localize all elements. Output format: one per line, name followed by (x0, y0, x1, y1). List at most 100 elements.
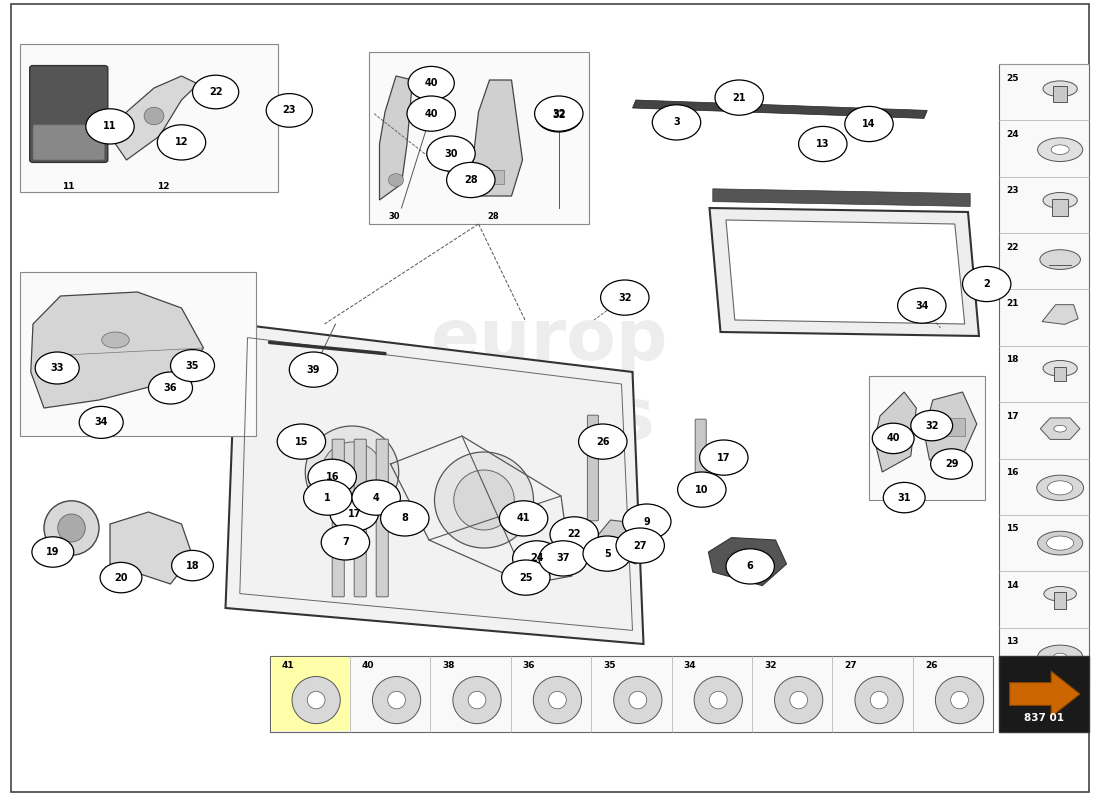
FancyBboxPatch shape (695, 419, 706, 505)
Text: 15: 15 (1006, 525, 1019, 534)
Text: 16: 16 (326, 472, 339, 482)
Circle shape (79, 406, 123, 438)
Polygon shape (1041, 418, 1080, 439)
Text: 37: 37 (557, 554, 570, 563)
Ellipse shape (1054, 426, 1067, 432)
Text: 8: 8 (402, 514, 408, 523)
Text: 35: 35 (603, 661, 616, 670)
Text: 36: 36 (522, 661, 536, 670)
FancyBboxPatch shape (20, 44, 278, 192)
Text: 6: 6 (747, 562, 754, 571)
Text: 30: 30 (444, 149, 458, 158)
Text: 23: 23 (1006, 186, 1019, 195)
Polygon shape (594, 520, 658, 564)
FancyBboxPatch shape (1054, 366, 1067, 381)
Circle shape (86, 109, 134, 144)
Text: 12: 12 (175, 138, 188, 147)
Text: 40: 40 (425, 78, 438, 88)
Ellipse shape (453, 470, 515, 530)
Text: 3: 3 (673, 118, 680, 127)
Text: 39: 39 (307, 365, 320, 374)
Ellipse shape (1054, 654, 1067, 661)
Ellipse shape (434, 452, 534, 548)
Polygon shape (874, 392, 916, 472)
Text: 22: 22 (209, 87, 222, 97)
Text: 41: 41 (517, 514, 530, 523)
Circle shape (700, 440, 748, 475)
Text: a por tion parts since 1955: a por tion parts since 1955 (350, 559, 574, 609)
Polygon shape (924, 392, 977, 460)
Circle shape (277, 424, 326, 459)
Ellipse shape (1044, 586, 1077, 601)
Circle shape (157, 125, 206, 160)
Ellipse shape (387, 691, 406, 709)
Text: 30: 30 (388, 212, 399, 221)
Ellipse shape (306, 426, 398, 518)
Ellipse shape (855, 677, 903, 724)
Polygon shape (31, 292, 204, 408)
Circle shape (289, 352, 338, 387)
Circle shape (583, 536, 631, 571)
Ellipse shape (1043, 361, 1077, 376)
FancyBboxPatch shape (271, 657, 349, 731)
Ellipse shape (727, 551, 758, 569)
Polygon shape (226, 324, 644, 644)
Ellipse shape (1052, 145, 1069, 154)
Circle shape (678, 472, 726, 507)
Circle shape (502, 560, 550, 595)
Text: 2: 2 (983, 279, 990, 289)
Text: 14: 14 (1006, 581, 1019, 590)
Circle shape (911, 410, 953, 441)
Circle shape (499, 501, 548, 536)
Text: 24: 24 (1006, 130, 1019, 139)
FancyBboxPatch shape (869, 376, 984, 500)
FancyBboxPatch shape (376, 439, 388, 597)
Circle shape (266, 94, 312, 127)
Ellipse shape (1047, 481, 1072, 495)
FancyBboxPatch shape (932, 418, 965, 436)
Text: 22: 22 (1006, 242, 1019, 252)
Text: 7: 7 (342, 538, 349, 547)
Ellipse shape (469, 691, 486, 709)
FancyBboxPatch shape (999, 656, 1089, 732)
Text: 41: 41 (282, 661, 294, 670)
Ellipse shape (870, 691, 888, 709)
FancyBboxPatch shape (270, 656, 993, 732)
Circle shape (308, 459, 356, 494)
Circle shape (883, 482, 925, 513)
Text: europ
etros: europ etros (431, 306, 669, 454)
Ellipse shape (453, 677, 502, 724)
Text: 32: 32 (925, 421, 938, 430)
Text: 34: 34 (684, 661, 696, 670)
Text: 18: 18 (186, 561, 199, 570)
Polygon shape (379, 76, 412, 200)
Ellipse shape (614, 677, 662, 724)
Ellipse shape (549, 691, 566, 709)
Circle shape (35, 352, 79, 384)
Text: 10: 10 (695, 485, 708, 494)
Text: 25: 25 (519, 573, 532, 582)
FancyBboxPatch shape (1054, 592, 1067, 609)
Circle shape (616, 528, 664, 563)
Text: 9: 9 (644, 517, 650, 526)
Ellipse shape (1043, 193, 1077, 208)
Ellipse shape (101, 332, 130, 348)
Text: 17: 17 (1006, 412, 1019, 421)
Text: 32: 32 (552, 110, 565, 120)
Text: 13: 13 (816, 139, 829, 149)
Circle shape (845, 106, 893, 142)
Text: 26: 26 (925, 661, 937, 670)
Text: 13: 13 (1006, 638, 1019, 646)
Polygon shape (708, 538, 786, 586)
Text: 40: 40 (887, 434, 900, 443)
Ellipse shape (1037, 645, 1082, 669)
Circle shape (100, 562, 142, 593)
Text: 5: 5 (604, 549, 611, 558)
Circle shape (330, 496, 378, 531)
Text: 29: 29 (945, 459, 958, 469)
Ellipse shape (1043, 81, 1077, 97)
Text: 28: 28 (464, 175, 477, 185)
Polygon shape (468, 80, 522, 196)
Text: 40: 40 (425, 109, 438, 118)
Polygon shape (110, 76, 198, 160)
